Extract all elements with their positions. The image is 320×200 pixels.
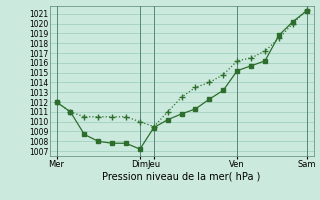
X-axis label: Pression niveau de la mer( hPa ): Pression niveau de la mer( hPa ) [102, 172, 261, 182]
